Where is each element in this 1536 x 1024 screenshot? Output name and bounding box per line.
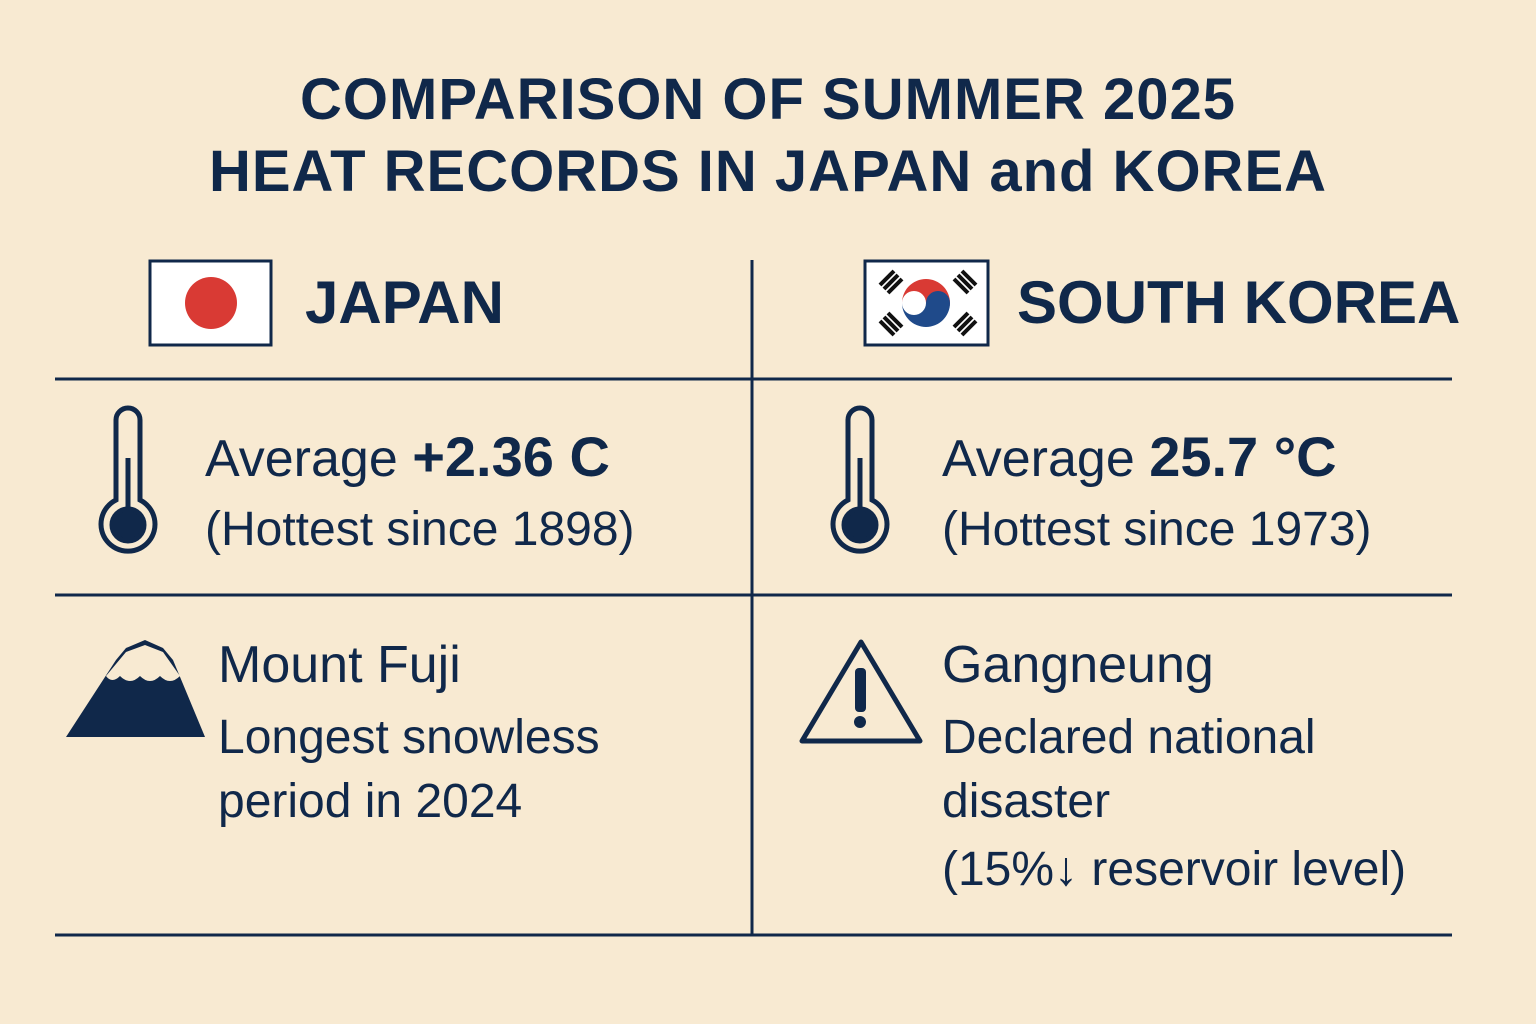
label: Average	[942, 430, 1135, 488]
japan-flag	[148, 259, 273, 347]
thermometer-icon	[830, 405, 890, 554]
title: HEAT RECORDS IN JAPAN and KOREA	[208, 139, 1328, 204]
temperature: Average 25.7 °C	[942, 425, 1337, 491]
event-title: Gangneung	[942, 636, 1214, 694]
value: 25.7 °C	[1149, 425, 1337, 488]
event-text: (15%↓ reservoir level)	[942, 843, 1407, 896]
event-title: Mount Fuji	[218, 636, 461, 694]
note: (Hottest since 1898)	[205, 503, 635, 556]
country-name: SOUTH KOREA	[1017, 269, 1461, 336]
mountain-icon	[66, 640, 205, 737]
note: (Hottest since 1973)	[942, 503, 1372, 556]
country-name: JAPAN	[305, 269, 504, 336]
event-text: Declared national disaster	[942, 711, 1316, 828]
value: +2.36 C	[412, 425, 610, 488]
korea-flag	[863, 259, 990, 347]
label: Average	[205, 430, 398, 488]
thermometer-icon	[98, 405, 158, 554]
dividers	[55, 260, 1452, 937]
title: COMPARISON OF SUMMER 2025	[300, 67, 1236, 132]
event-text: Longest snowless period in 2024	[218, 711, 600, 828]
temperature: Average +2.36 C	[205, 425, 610, 491]
warning-icon	[799, 639, 923, 744]
